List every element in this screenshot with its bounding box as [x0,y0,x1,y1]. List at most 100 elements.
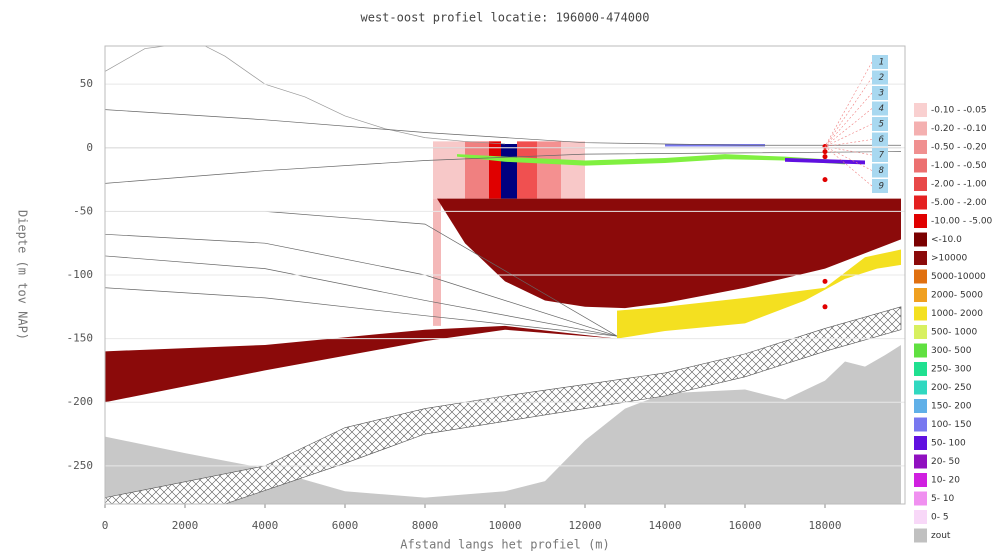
legend-swatch [914,251,927,265]
well-label: 5 [879,120,884,130]
well-label-box [872,101,888,116]
layer [617,249,901,339]
well-label: 3 [878,89,884,99]
legend-label: 2000- 5000 [931,291,983,301]
y-tick-label: -50 [73,204,93,217]
boundary-line [105,109,901,146]
well-link [824,108,873,147]
x-tick-label: 10000 [488,519,521,532]
legend-swatch [914,288,927,302]
layer [501,143,517,199]
legend-swatch [914,269,927,284]
legend-label: 150- 200 [931,402,972,412]
legend-swatch [914,103,927,117]
well-label-box [872,148,888,162]
legend-label: -2.00 - -1.00 [931,180,987,190]
x-tick-label: 4000 [252,519,279,532]
legend-label: 300- 500 [931,346,972,356]
x-tick-label: 14000 [648,519,681,532]
layer [105,344,901,504]
layer [433,198,441,326]
y-tick-label: 0 [86,141,93,154]
x-tick-label: 6000 [332,519,359,532]
legend-label: 5- 10 [931,494,955,504]
y-tick-label: 50 [80,77,93,90]
layer [785,157,865,165]
boundary-line [105,255,618,337]
y-tick-label: -200 [67,395,94,408]
well-label: 6 [879,135,884,145]
x-tick-label: 12000 [568,519,601,532]
well-label-box [872,117,888,131]
well-label-box [872,132,888,147]
legend-swatch [914,214,927,228]
chart-title: west-oost profiel locatie: 196000-474000 [361,11,650,25]
legend-label: 100- 150 [931,420,972,430]
x-tick-label: 0 [102,519,109,532]
legend-label: -5.00 - -2.00 [931,198,987,208]
well-label-box [872,179,888,193]
legend-swatch [914,380,927,395]
legend-label: 10- 20 [931,476,960,486]
x-tick-label: 8000 [412,519,439,532]
legend-swatch [914,343,927,358]
legend-swatch [914,306,927,321]
layer [465,141,489,199]
legend-swatch [914,473,927,487]
well-label: 1 [879,58,884,68]
legend-label: -0.50 - -0.20 [931,143,987,153]
y-axis-label: Diepte (m tov NAP) [16,210,30,340]
well-link [824,146,873,187]
plot-frame [104,45,906,505]
legend-label: 250- 300 [931,365,972,375]
legend-label: -1.00 - -0.50 [931,161,987,171]
legend-label: -0.20 - -0.10 [931,124,987,134]
legend-label: 0- 5 [931,513,949,523]
y-tick-label: -250 [67,459,94,472]
well-label-box [872,70,888,85]
well-link [824,123,873,147]
legend-swatch [914,362,927,376]
legend-label: -0.10 - -0.05 [931,106,987,116]
well-label-box [872,55,888,69]
legend-label: 50- 100 [931,439,966,449]
legend-swatch [914,417,927,432]
legend-swatch [914,510,927,524]
legend-swatch [914,399,927,413]
well-label: 4 [879,104,884,114]
well-point [822,154,828,160]
layer [437,198,901,309]
well-point [822,278,828,284]
legend-label: -10.00 - -5.00 [931,217,993,227]
layer [433,141,465,199]
legend-swatch [914,195,927,210]
legend-label: 20- 50 [931,457,960,467]
layer [489,141,501,199]
legend-label: 5000-10000 [931,272,986,282]
layer [105,306,902,504]
legend-swatch [914,158,927,173]
legend-swatch [914,491,927,506]
legend-swatch [914,121,927,136]
boundary-line [105,46,506,145]
legend-label: <-10.0 [931,235,962,245]
legend-label: 500- 1000 [931,328,977,338]
x-tick-label: 16000 [728,519,761,532]
well-link [824,92,873,147]
x-axis-label: Afstand langs het profiel (m) [400,538,610,552]
well-label: 2 [879,73,884,83]
y-tick-label: -100 [67,268,94,281]
legend-label: 200- 250 [931,383,972,393]
boundary-line [105,151,902,184]
well-point [822,177,828,183]
layer [517,141,537,199]
well-link [824,77,873,147]
legend-swatch [914,436,927,450]
layer [537,141,561,199]
legend-swatch [914,528,927,543]
legend-swatch [914,454,927,469]
well-label: 9 [879,182,884,192]
x-tick-label: 18000 [808,519,841,532]
layer [105,325,617,403]
